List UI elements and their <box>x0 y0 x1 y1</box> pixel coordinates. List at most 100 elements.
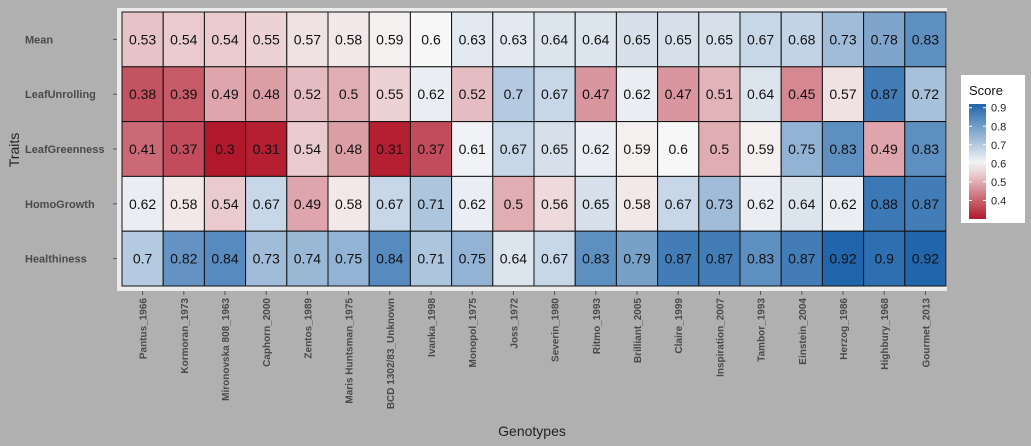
y-tick-label: HomoGrowth <box>25 199 95 211</box>
heatmap-cell <box>863 11 906 68</box>
cell-value-label: 0.72 <box>912 86 939 102</box>
heatmap-cell <box>451 121 494 177</box>
heatmap-cell <box>821 66 865 123</box>
x-tick-label: Zentos_1989 <box>303 298 314 359</box>
y-tick-label: Mean <box>25 34 53 46</box>
cell-value-label: 0.45 <box>788 86 815 102</box>
heatmap-cell <box>574 11 617 68</box>
cell-value-label: 0.65 <box>706 31 733 47</box>
x-tick-label: Einstein_2004 <box>798 298 809 365</box>
y-tick-label: LeafUnrolling <box>25 89 96 101</box>
cell-value-label: 0.52 <box>459 86 486 102</box>
cell-value-label: 0.87 <box>871 86 898 102</box>
heatmap-cell <box>574 121 617 177</box>
cell-value-label: 0.87 <box>706 251 733 267</box>
cell-value-label: 0.67 <box>541 251 568 267</box>
x-tick-label: Claire_1999 <box>674 298 685 354</box>
cell-value-label: 0.67 <box>747 31 774 47</box>
heatmap-cell <box>492 66 535 123</box>
heatmap-cell <box>327 66 370 123</box>
x-tick-label: Maris Huntsman_1975 <box>345 298 356 404</box>
cell-value-label: 0.58 <box>170 196 197 212</box>
heatmap-cell <box>327 230 370 287</box>
cell-value-label: 0.83 <box>582 251 609 267</box>
cell-value-label: 0.64 <box>541 31 568 47</box>
y-tick-label: LeafGreenness <box>25 144 104 156</box>
cell-value-label: 0.47 <box>582 86 609 102</box>
cell-value-label: 0.47 <box>665 86 692 102</box>
cell-value-label: 0.73 <box>706 196 733 212</box>
cell-value-label: 0.64 <box>582 31 609 47</box>
heatmap-cell <box>162 230 205 287</box>
x-tick-label: Gourmet_2013 <box>921 298 932 368</box>
heatmap-cell <box>657 230 700 287</box>
heatmap-cell <box>451 230 494 287</box>
cell-value-label: 0.74 <box>294 251 321 267</box>
cell-value-label: 0.62 <box>417 86 444 102</box>
cell-value-label: 0.78 <box>871 31 898 47</box>
heatmap-cell <box>615 11 659 68</box>
cell-value-label: 0.71 <box>417 251 444 267</box>
legend-tick-label: 0.9 <box>991 103 1006 115</box>
heatmap-cell <box>615 230 659 287</box>
legend-tick-label: 0.4 <box>991 195 1006 207</box>
heatmap-cell <box>863 121 906 177</box>
legend-title: Score <box>969 83 1003 98</box>
heatmap-cell <box>121 11 164 68</box>
cell-value-label: 0.48 <box>335 141 362 157</box>
y-tick-label: Healthiness <box>25 254 87 266</box>
cell-value-label: 0.63 <box>500 31 527 47</box>
heatmap-cell <box>203 66 247 123</box>
heatmap-cell <box>492 11 535 68</box>
cell-value-label: 0.92 <box>912 251 939 267</box>
heatmap-cell <box>245 66 288 123</box>
cell-value-label: 0.63 <box>459 31 486 47</box>
cell-value-label: 0.58 <box>335 196 362 212</box>
heatmap-cell <box>203 121 247 177</box>
x-tick-label: Inspiration_2007 <box>715 298 726 377</box>
cell-value-label: 0.58 <box>623 196 650 212</box>
cell-value-label: 0.65 <box>623 31 650 47</box>
x-tick-label: Brilliant_2005 <box>633 298 644 363</box>
heatmap-cell <box>904 175 947 232</box>
heatmap-cell <box>533 121 576 177</box>
legend-tick-label: 0.5 <box>991 177 1006 189</box>
heatmap-cell <box>409 121 453 177</box>
cell-value-label: 0.67 <box>376 196 403 212</box>
heatmap-cell <box>780 11 823 68</box>
heatmap-cell <box>821 230 865 287</box>
cell-value-label: 0.62 <box>459 196 486 212</box>
cell-value-label: 0.67 <box>541 86 568 102</box>
cell-value-label: 0.88 <box>871 196 898 212</box>
heatmap-cell <box>286 175 329 232</box>
heatmap-cell <box>286 121 329 177</box>
cell-value-label: 0.73 <box>253 251 280 267</box>
heatmap-cell <box>409 11 453 68</box>
cell-value-label: 0.84 <box>211 251 238 267</box>
x-tick-label: Herzog_1986 <box>839 298 850 360</box>
legend-tick-label: 0.6 <box>991 158 1006 170</box>
cell-value-label: 0.62 <box>747 196 774 212</box>
heatmap-cell <box>574 175 617 232</box>
cell-value-label: 0.59 <box>747 141 774 157</box>
cell-value-label: 0.67 <box>665 196 692 212</box>
legend-tick-label: 0.8 <box>991 121 1006 133</box>
heatmap-cell <box>121 230 164 287</box>
cell-value-label: 0.67 <box>253 196 280 212</box>
x-tick-label: Caphorn_2000 <box>262 298 273 367</box>
cell-value-label: 0.54 <box>294 141 321 157</box>
heatmap-cell <box>451 66 494 123</box>
cell-value-label: 0.87 <box>665 251 692 267</box>
cell-value-label: 0.79 <box>623 251 650 267</box>
cell-value-label: 0.64 <box>500 251 527 267</box>
cell-value-label: 0.92 <box>829 251 856 267</box>
cell-value-label: 0.7 <box>133 251 153 267</box>
cell-value-label: 0.75 <box>335 251 362 267</box>
heatmap-cell <box>451 11 494 68</box>
cell-value-label: 0.59 <box>623 141 650 157</box>
cell-value-label: 0.58 <box>335 31 362 47</box>
cell-value-label: 0.55 <box>376 86 403 102</box>
heatmap-cell <box>657 121 700 177</box>
cell-value-label: 0.87 <box>912 196 939 212</box>
x-tick-label: Joss_1972 <box>509 298 520 349</box>
